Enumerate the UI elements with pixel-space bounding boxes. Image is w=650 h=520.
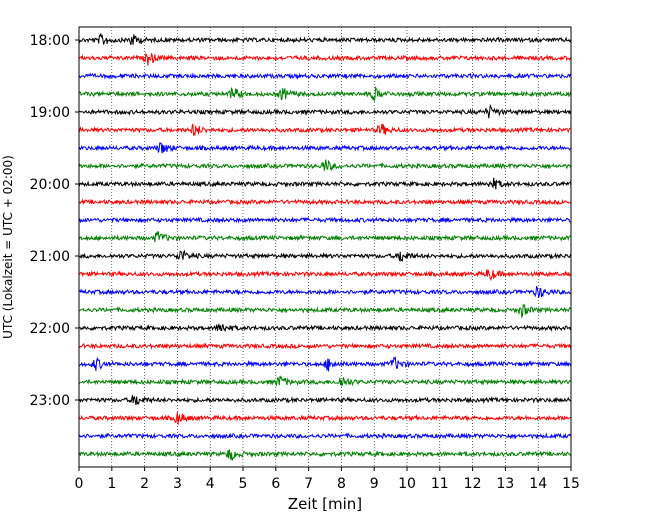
x-tick-label: 0 [75,476,84,492]
trace-2345 [78,449,572,462]
x-tick-label: 15 [562,476,580,492]
trace-2115 [78,269,572,281]
trace-1915 [78,123,572,137]
x-axis-label: Zeit [min] [288,495,362,513]
y-tick-label: 23:00 [30,393,70,409]
trace-1800 [78,33,572,45]
trace-1830 [78,72,572,80]
y-tick-label: 22:00 [30,321,70,337]
x-tick-label: 10 [398,476,416,492]
x-tick-label: 8 [337,476,346,492]
trace-2330 [78,432,572,440]
y-tick-label: 21:00 [30,249,70,265]
x-tick-label: 3 [173,476,182,492]
x-tick-label: 6 [271,476,280,492]
x-tick-label: 9 [370,476,379,492]
y-tick-label: 18:00 [30,33,70,49]
x-tick-label: 12 [464,476,482,492]
trace-2230 [78,355,571,372]
trace-1900 [78,103,572,119]
trace-1815 [78,51,572,66]
y-tick-label: 20:00 [30,177,70,193]
x-axis-ticks: 0 1 2 3 4 5 6 7 8 9 10 11 12 13 14 15 [75,467,580,492]
trace-2145 [78,303,572,319]
trace-2015 [78,198,572,206]
trace-2100 [78,249,572,263]
grid-lines [111,27,539,467]
trace-1945 [78,159,572,172]
trace-2245 [78,375,572,388]
trace-2215 [78,342,572,350]
y-axis-label: UTC (Lokalzeit = UTC + 02:00) [1,155,15,339]
trace-2200 [78,323,572,332]
x-tick-label: 5 [239,476,248,492]
seismic-traces [78,33,572,462]
x-tick-label: 2 [140,476,149,492]
x-tick-label: 14 [529,476,547,492]
y-tick-label: 19:00 [30,105,70,121]
x-tick-label: 4 [206,476,215,492]
x-tick-label: 1 [107,476,116,492]
x-tick-label: 7 [304,476,313,492]
x-tick-label: 13 [496,476,514,492]
trace-2045 [78,230,572,243]
plot-frame [78,26,572,468]
trace-1930 [78,142,572,154]
trace-1845 [78,86,572,103]
y-axis-ticks: 18:00 19:00 20:00 21:00 22:00 23:00 [30,33,79,409]
trace-2315 [78,412,572,425]
trace-2000 [78,177,572,190]
trace-2030 [78,216,572,224]
x-tick-label: 11 [431,476,449,492]
trace-2130 [78,286,572,298]
trace-2300 [78,394,572,405]
